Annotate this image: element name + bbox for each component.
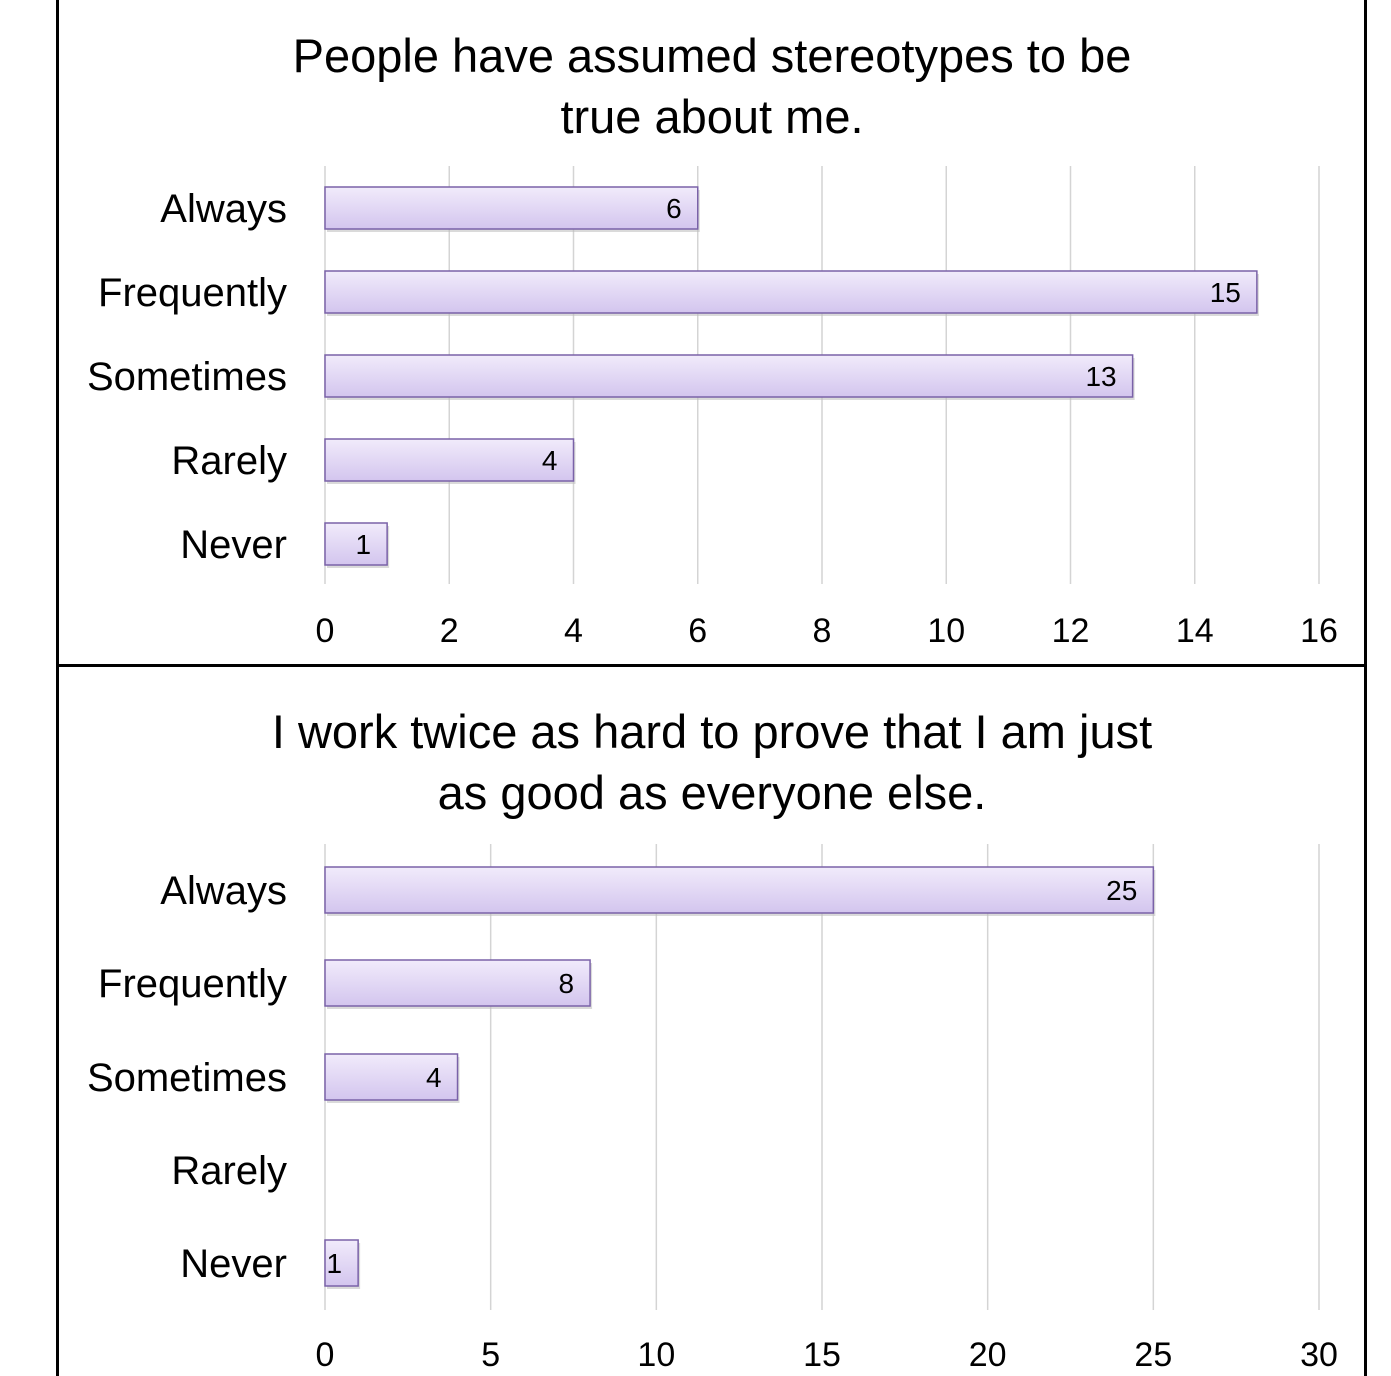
chart-title-line-2: true about me. (560, 90, 863, 143)
category-label: Never (180, 1242, 287, 1286)
bar (324, 1053, 459, 1101)
bar (324, 270, 1258, 314)
x-tick-label: 2 (440, 612, 459, 650)
data-label: 15 (1210, 277, 1241, 308)
bar (324, 438, 575, 482)
chart-title-line-2: as good as everyone else. (438, 766, 987, 819)
bar (324, 354, 1134, 398)
x-tick-label: 0 (316, 1336, 335, 1374)
bar (324, 522, 388, 566)
category-label: Frequently (98, 271, 287, 315)
category-label: Sometimes (87, 1056, 287, 1100)
data-label: 1 (356, 529, 372, 560)
x-tick-label: 20 (969, 1336, 1007, 1374)
x-tick-label: 5 (481, 1336, 500, 1374)
chart-title-line-1: People have assumed stereotypes to be (293, 29, 1132, 82)
bar (324, 959, 591, 1007)
left-border (56, 0, 59, 1376)
data-label: 1 (327, 1248, 343, 1279)
data-label: 4 (542, 445, 558, 476)
panel-divider (56, 664, 1367, 667)
category-label: Always (160, 869, 287, 913)
data-label: 13 (1085, 361, 1116, 392)
x-tick-label: 8 (813, 612, 832, 650)
x-tick-label: 4 (564, 612, 583, 650)
right-border (1364, 0, 1367, 1376)
category-label: Sometimes (87, 355, 287, 399)
x-tick-label: 0 (316, 612, 335, 650)
data-label: 4 (426, 1062, 442, 1093)
category-label: Rarely (171, 439, 287, 483)
category-label: Never (180, 523, 287, 567)
bar (324, 866, 1155, 914)
bar (324, 186, 699, 230)
x-tick-label: 15 (803, 1336, 841, 1374)
chart-title-line-1: I work twice as hard to prove that I am … (272, 705, 1152, 758)
category-label: Always (160, 187, 287, 231)
data-label: 25 (1106, 875, 1137, 906)
data-label: 6 (666, 193, 682, 224)
category-label: Rarely (171, 1149, 287, 1193)
x-tick-label: 10 (637, 1336, 675, 1374)
x-tick-label: 10 (927, 612, 965, 650)
x-tick-label: 6 (688, 612, 707, 650)
x-tick-label: 30 (1300, 1336, 1338, 1374)
chart-1: People have assumed stereotypes to be tru… (87, 29, 1338, 650)
x-tick-label: 16 (1300, 612, 1338, 650)
bar (324, 1239, 359, 1287)
data-label: 8 (558, 968, 574, 999)
x-tick-label: 25 (1134, 1336, 1172, 1374)
x-tick-label: 12 (1052, 612, 1090, 650)
chart-2: I work twice as hard to prove that I am … (87, 705, 1338, 1374)
category-label: Frequently (98, 962, 287, 1006)
x-tick-label: 14 (1176, 612, 1214, 650)
